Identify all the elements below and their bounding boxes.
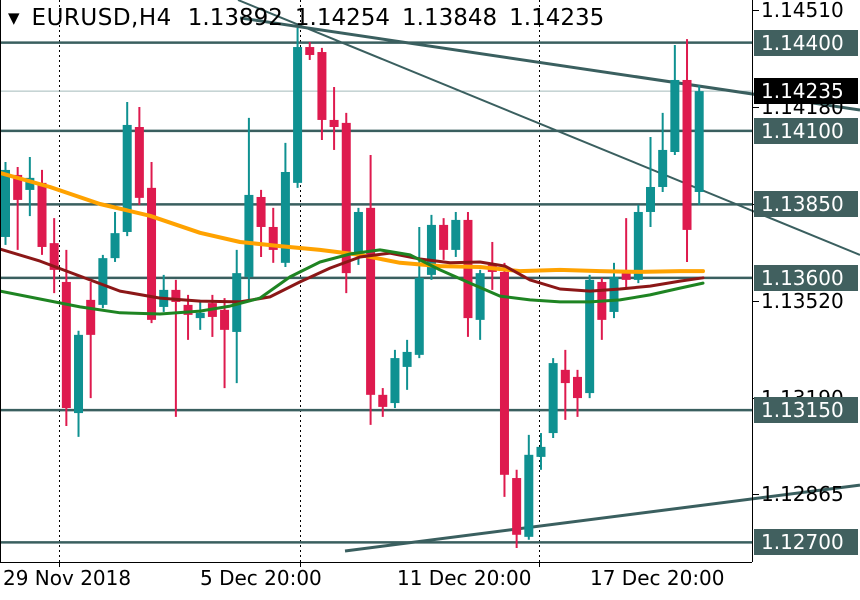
ma-fast-orange xyxy=(0,170,705,274)
candle-body xyxy=(499,271,509,475)
candle-body xyxy=(670,79,680,152)
price-tick-mark xyxy=(752,301,759,303)
price-level-badge: 1.14400 xyxy=(754,29,858,56)
candle-body xyxy=(256,196,266,227)
price-level-badge: 1.12700 xyxy=(754,529,858,556)
price-axis[interactable]: 1.145101.141801.138501.135201.131901.128… xyxy=(752,0,860,600)
candle-body xyxy=(280,171,290,263)
candle-body xyxy=(195,312,205,319)
candle-body xyxy=(110,233,120,259)
candle-body xyxy=(329,119,339,128)
candle-body xyxy=(524,454,534,537)
candle-body xyxy=(560,369,570,384)
candle-body xyxy=(183,304,193,315)
candle-body xyxy=(13,174,23,200)
candle-body xyxy=(122,124,132,232)
candle-body xyxy=(694,91,704,192)
candle-body xyxy=(512,478,522,535)
ma-slow-green xyxy=(0,248,705,316)
price-tick-mark xyxy=(752,493,759,495)
date-label: 11 Dec 20:00 xyxy=(397,566,532,590)
candle-body xyxy=(402,351,412,367)
candle-body xyxy=(439,224,449,250)
candle-body xyxy=(682,79,692,230)
date-label: 17 Dec 20:00 xyxy=(590,566,725,590)
candle-body xyxy=(414,277,424,355)
candle-body xyxy=(98,258,108,305)
candle-body xyxy=(244,194,254,277)
candle-body xyxy=(74,334,84,414)
candle-body xyxy=(572,376,582,399)
candle-body xyxy=(293,47,303,183)
candle-body xyxy=(646,186,656,212)
candle-body xyxy=(621,273,631,280)
ascending-support[interactable] xyxy=(344,483,860,553)
candle-body xyxy=(426,224,436,275)
price-tick-label: 1.13520 xyxy=(761,289,844,314)
price-tick-mark xyxy=(752,107,759,109)
candle-body xyxy=(25,177,35,190)
candle-body xyxy=(171,289,181,302)
current-price-badge: 1.14235 xyxy=(754,78,858,105)
candle-body xyxy=(609,276,619,312)
candle-body xyxy=(658,149,668,187)
candle-body xyxy=(633,211,643,280)
candle-body xyxy=(86,299,96,335)
candle-body xyxy=(463,219,473,319)
price-tick-label: 1.12865 xyxy=(761,481,844,506)
price-level-badge: 1.13150 xyxy=(754,397,858,424)
price-tick-mark xyxy=(752,10,759,12)
candle-body xyxy=(353,211,363,255)
price-level-badge: 1.14100 xyxy=(754,117,858,144)
candle-body xyxy=(317,52,327,120)
price-level-badge: 1.13850 xyxy=(754,191,858,218)
date-label: 29 Nov 2018 xyxy=(3,566,132,590)
ma-mid-darkred xyxy=(0,247,705,304)
candle-body xyxy=(475,273,485,320)
candle-body xyxy=(548,363,558,434)
candle-body xyxy=(61,281,71,409)
candle-body xyxy=(536,446,546,457)
candle-body xyxy=(585,279,595,394)
date-label: 5 Dec 20:00 xyxy=(200,566,322,590)
candle-body xyxy=(147,187,157,320)
candle-body xyxy=(37,182,47,247)
candle-body xyxy=(366,207,376,395)
candle-body xyxy=(134,127,144,198)
candle-body xyxy=(268,226,278,250)
price-tick-label: 1.14510 xyxy=(761,0,844,23)
candle-body xyxy=(1,169,10,237)
candle-body xyxy=(390,358,400,404)
candle-body xyxy=(341,122,351,274)
candle-body xyxy=(305,47,315,55)
candle-body xyxy=(49,243,59,270)
price-level-badge: 1.13600 xyxy=(754,264,858,291)
candle-body xyxy=(378,394,388,407)
time-axis[interactable]: 29 Nov 2018 5 Dec 20:00 11 Dec 20:00 17 Dec… xyxy=(0,562,752,600)
candle-body xyxy=(220,309,230,330)
candle-body xyxy=(451,219,461,250)
